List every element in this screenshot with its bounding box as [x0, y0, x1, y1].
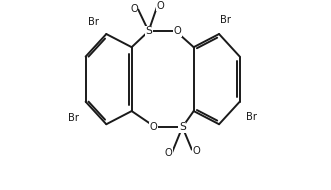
- Text: Br: Br: [88, 17, 99, 27]
- Text: O: O: [174, 26, 182, 36]
- Text: Br: Br: [220, 15, 231, 25]
- Text: Br: Br: [247, 112, 258, 122]
- Text: O: O: [149, 122, 157, 132]
- Text: S: S: [179, 122, 186, 132]
- Text: O: O: [157, 1, 165, 11]
- Text: S: S: [145, 26, 152, 36]
- Text: Br: Br: [68, 113, 79, 123]
- Text: O: O: [192, 146, 200, 156]
- Text: O: O: [130, 4, 138, 14]
- Text: O: O: [165, 148, 172, 158]
